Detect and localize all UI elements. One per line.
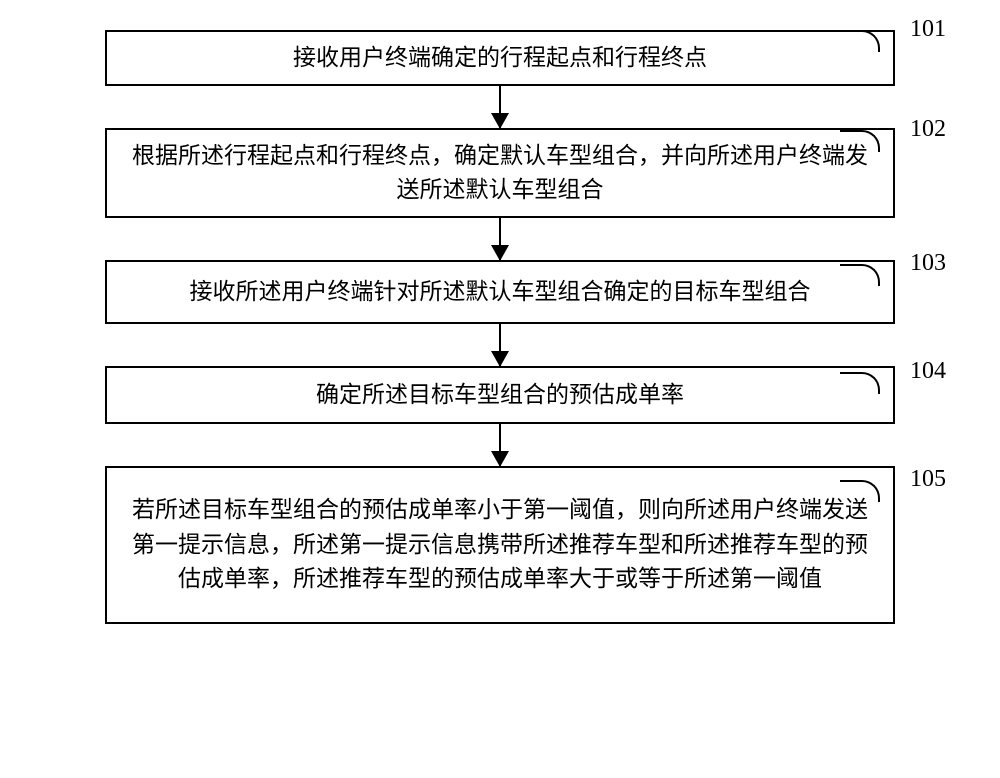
step-label-2: 102 <box>910 116 946 143</box>
flow-node-4: 确定所述目标车型组合的预估成单率 <box>105 366 895 424</box>
step-label-5: 105 <box>910 466 946 493</box>
flow-node-5: 若所述目标车型组合的预估成单率小于第一阈值，则向所述用户终端发送第一提示信息，所… <box>105 466 895 624</box>
flow-node-4-text: 确定所述目标车型组合的预估成单率 <box>316 378 684 413</box>
step-label-3: 103 <box>910 250 946 277</box>
flow-node-3-text: 接收所述用户终端针对所述默认车型组合确定的目标车型组合 <box>190 275 811 310</box>
flow-node-1-text: 接收用户终端确定的行程起点和行程终点 <box>293 41 707 76</box>
flow-arrow-1-2 <box>499 86 501 128</box>
flow-node-2: 根据所述行程起点和行程终点，确定默认车型组合，并向所述用户终端发送所述默认车型组… <box>105 128 895 218</box>
flow-node-3: 接收所述用户终端针对所述默认车型组合确定的目标车型组合 <box>105 260 895 324</box>
flow-arrow-3-4 <box>499 324 501 366</box>
flow-node-2-text: 根据所述行程起点和行程终点，确定默认车型组合，并向所述用户终端发送所述默认车型组… <box>127 139 873 208</box>
flow-arrow-2-3 <box>499 218 501 260</box>
flow-arrow-4-5 <box>499 424 501 466</box>
step-label-4: 104 <box>910 358 946 385</box>
flow-node-5-text: 若所述目标车型组合的预估成单率小于第一阈值，则向所述用户终端发送第一提示信息，所… <box>127 493 873 597</box>
flow-node-1: 接收用户终端确定的行程起点和行程终点 <box>105 30 895 86</box>
flowchart-container: 接收用户终端确定的行程起点和行程终点 根据所述行程起点和行程终点，确定默认车型组… <box>50 30 950 624</box>
step-label-1: 101 <box>910 16 946 43</box>
